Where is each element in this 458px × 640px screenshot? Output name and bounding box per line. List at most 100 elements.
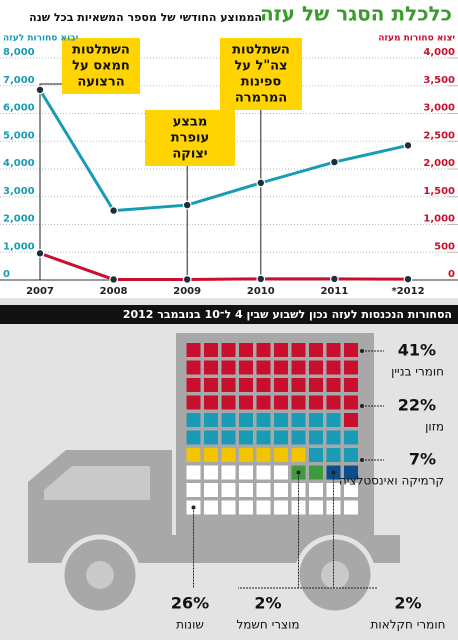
waffle-cell [204,413,218,427]
waffle-cell [256,430,271,445]
point [403,141,413,150]
annotation-text: השתלטות [232,43,290,58]
truck-window [44,466,150,500]
waffle-cell [204,430,218,445]
waffle-cell [221,395,236,410]
legend-label: יבוא סחורות לעזה [3,34,79,44]
waffle-cell [186,483,201,497]
y2-tick-label: 2,500 [423,130,455,141]
leader-line [298,472,378,589]
waffle-cell [239,448,253,462]
waffle-cell [309,483,323,497]
waffle-cell [326,448,341,462]
truck-hub [86,561,114,589]
waffle-cell [239,500,253,515]
waffle-cell [274,360,288,375]
waffle-cell [326,483,341,497]
y2-tick-label: 3,000 [423,103,455,114]
waffle-cell [204,465,218,480]
annotation-line [39,83,62,280]
waffle-cell [309,448,323,462]
x-tick-label: 2007 [26,286,54,297]
waffle-cell [186,360,201,375]
waffle-cell [326,378,341,392]
leader-dot [296,470,301,475]
waffle-cell [326,413,341,427]
y2-tick-label: 3,500 [423,75,455,86]
y2-tick-label: 1,000 [423,214,455,225]
value-label: 41% [398,341,436,360]
waffle-cell [344,448,358,462]
waffle-cell [256,343,271,357]
waffle-title: הסחורות הנכנסות לעזה נכון לשבוע שבין 4 ל… [123,308,452,321]
waffle-cell [274,413,288,427]
waffle-cell [274,343,288,357]
annotation-text: הרצועה [77,75,124,90]
annotation-text: עופרת [171,131,209,146]
point [330,274,339,284]
waffle-cell [274,378,288,392]
y-tick-label: 0 [3,269,10,280]
waffle-cell [221,483,236,497]
waffle-cell [309,360,323,375]
y-tick-label: 7,000 [3,75,35,86]
waffle-cell [239,483,253,497]
waffle-cell [239,378,253,392]
waffle-cell [221,378,236,392]
waffle-cell [186,378,201,392]
truck-hub [321,561,349,589]
waffle-cell [344,395,358,410]
category-label: קרמיקה ואינסטלציה [339,474,444,488]
waffle-cell [309,500,323,515]
waffle-cell [256,465,271,480]
y2-tick-label: 0 [448,269,455,280]
value-label: 22% [398,396,436,415]
waffle-cell [291,343,306,357]
waffle-cell [204,500,218,515]
annotation-text: מבצע [173,115,207,130]
y-tick-label: 4,000 [3,158,35,169]
waffle-cell [309,465,323,480]
waffle-cell [309,413,323,427]
annotation-text: ספינות [241,75,282,90]
point [182,200,192,210]
waffle-cell [186,395,201,410]
y2-tick-label: 4,000 [423,47,455,58]
waffle-cell [239,413,253,427]
annotation-box [145,110,235,166]
waffle-cell [221,430,236,445]
waffle-cell [256,448,271,462]
waffle-cell [326,360,341,375]
waffle-cell [291,360,306,375]
waffle-cell [256,378,271,392]
waffle-cell [239,465,253,480]
legend-label: יצוא סחורות מעזה [378,34,455,44]
point [182,275,192,284]
waffle-cell [344,343,358,357]
waffle-cell [221,465,236,480]
category-label: מזון [425,420,444,434]
waffle-cell [256,500,271,515]
series-line [39,251,409,281]
waffle-cell [221,413,236,427]
waffle-cell [309,343,323,357]
leader-dot [360,458,364,462]
waffle-cell [239,430,253,445]
category-label: מוצרי חשמל [236,618,299,632]
title-bar [0,305,458,324]
waffle-cell [326,430,341,445]
point [109,206,118,216]
x-tick-label: 2009 [173,286,201,297]
leader-dot [360,349,364,353]
waffle-cell [326,343,341,357]
waffle-cell [186,343,201,357]
leader-dot [191,505,196,510]
waffle-cell [344,430,358,445]
point [35,248,45,258]
waffle-cell [291,378,306,392]
y-tick-label: 1,000 [3,241,35,252]
y2-tick-label: 2,000 [423,158,455,169]
x-tick-label: *2012 [391,286,424,297]
annotation-text: השתלטות [72,43,130,58]
